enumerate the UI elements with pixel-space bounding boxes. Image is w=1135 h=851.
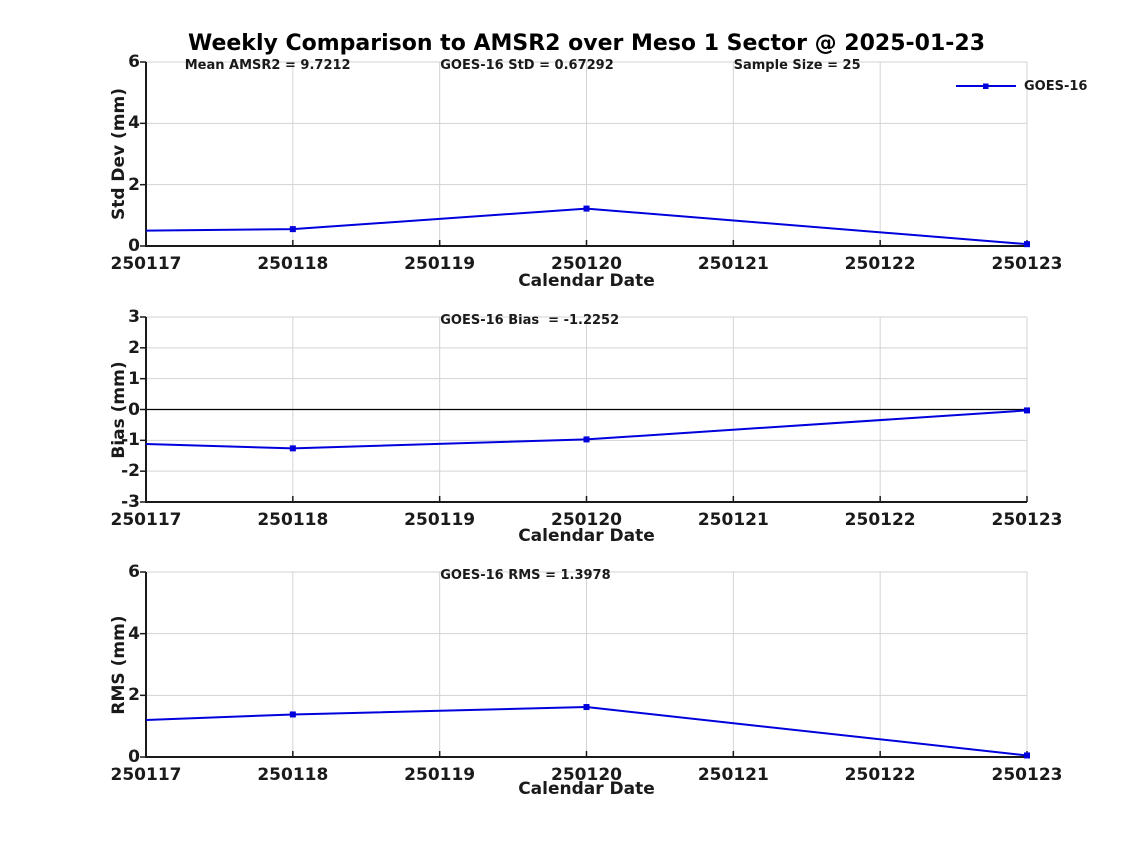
x-axis-label: Calendar Date [518,526,655,546]
annotation: Sample Size = 25 [733,58,861,73]
legend-line-sample [956,83,1016,89]
legend-marker-icon [983,83,989,89]
x-tick-label: 250122 [844,510,916,530]
x-tick-label: 250120 [551,510,622,530]
y-tick-label: 6 [128,52,140,72]
annotation: GOES-16 RMS = 1.3978 [440,568,611,583]
x-tick-label: 250123 [991,254,1063,274]
x-tick-label: 250122 [844,765,916,785]
y-tick-label: -3 [121,492,140,512]
x-axis-label: Calendar Date [518,271,655,291]
data-point-marker [583,436,590,443]
legend-label: GOES-16 [1024,78,1088,94]
data-point-marker [1024,752,1030,759]
y-axis-label: Std Dev (mm) [109,87,129,221]
series-line [145,207,1028,246]
plot-area-std-dev [140,61,1030,248]
x-tick-label: 250118 [257,510,329,530]
y-tick-label: 4 [128,113,140,134]
data-point-marker [1024,241,1030,248]
plot-area-rms [140,571,1030,759]
annotation: Mean AMSR2 = 9.7212 [184,58,351,73]
x-tick-label: 250118 [257,765,329,785]
y-tick-label: -1 [121,430,140,451]
x-tick-label: 250123 [991,765,1063,785]
x-tick-label: 250117 [110,765,182,785]
annotation: GOES-16 Bias = -1.2252 [440,313,620,328]
legend: GOES-16 [955,78,1087,94]
data-point-marker [289,711,296,718]
data-point-marker [1024,407,1030,414]
x-tick-label: 250121 [697,765,769,785]
x-tick-label: 250121 [697,510,769,530]
y-axis-label: Bias (mm) [109,360,129,459]
x-tick-label: 250122 [844,254,916,274]
x-tick-label: 250119 [404,510,476,530]
x-axis-label: Calendar Date [518,779,655,799]
series-line [145,409,1028,450]
series-line [145,706,1028,757]
y-tick-label: 0 [128,747,140,767]
x-tick-label: 250117 [110,510,182,530]
data-point-marker [583,205,590,212]
data-point-marker [583,704,590,711]
y-tick-label: -2 [121,461,140,482]
y-tick-label: 2 [128,174,140,195]
y-tick-label: 0 [128,399,140,420]
x-tick-label: 250123 [991,510,1063,530]
y-tick-label: 3 [128,307,140,327]
x-tick-label: 250119 [404,765,476,785]
y-axis-label: RMS (mm) [109,614,129,715]
y-tick-label: 1 [128,368,140,389]
data-point-marker [289,445,296,452]
x-tick-label: 250121 [697,254,769,274]
y-tick-label: 6 [128,562,140,582]
chart-title: Weekly Comparison to AMSR2 over Meso 1 S… [187,31,986,56]
x-tick-label: 250120 [551,765,622,785]
y-tick-label: 4 [128,623,140,644]
y-tick-label: 2 [128,337,140,358]
x-tick-label: 250117 [110,254,182,274]
y-tick-label: 0 [128,236,140,256]
x-tick-label: 250120 [551,254,622,274]
plot-area-bias [140,316,1030,503]
data-point-marker [289,226,296,233]
x-tick-label: 250118 [257,254,329,274]
y-tick-label: 2 [128,685,140,706]
x-tick-label: 250119 [404,254,476,274]
annotation: GOES-16 StD = 0.67292 [440,58,614,73]
